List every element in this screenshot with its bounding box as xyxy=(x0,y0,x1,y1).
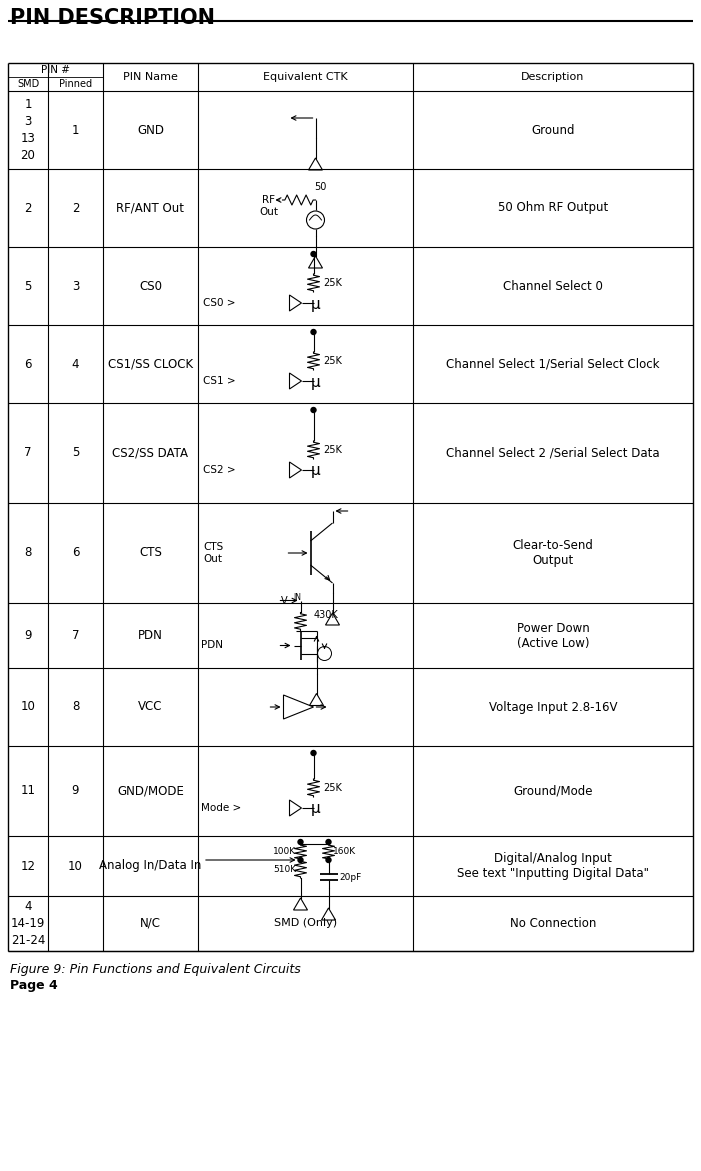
Text: PIN Name: PIN Name xyxy=(123,71,178,82)
Text: 4: 4 xyxy=(72,357,79,370)
Text: 11: 11 xyxy=(20,785,36,797)
Text: 6: 6 xyxy=(72,547,79,560)
Text: V: V xyxy=(281,596,287,605)
Text: µ: µ xyxy=(311,296,320,311)
Text: Ground/Mode: Ground/Mode xyxy=(513,785,593,797)
Text: µ: µ xyxy=(311,375,320,390)
Text: CTS: CTS xyxy=(203,542,223,552)
Text: 5: 5 xyxy=(25,280,32,293)
Text: µ: µ xyxy=(311,464,320,479)
Text: PDN: PDN xyxy=(201,641,223,651)
Text: SMD (Only): SMD (Only) xyxy=(274,918,337,929)
Text: 20pF: 20pF xyxy=(339,872,362,882)
Text: 160K: 160K xyxy=(332,848,355,856)
Text: CS0: CS0 xyxy=(139,280,162,293)
Text: 9: 9 xyxy=(72,785,79,797)
Text: Mode >: Mode > xyxy=(201,803,241,813)
Text: Out: Out xyxy=(259,207,278,217)
Text: RF/ANT Out: RF/ANT Out xyxy=(116,201,184,214)
Text: 10: 10 xyxy=(68,860,83,872)
Text: GND/MODE: GND/MODE xyxy=(117,785,184,797)
Text: Clear-to-Send
Output: Clear-to-Send Output xyxy=(512,539,594,567)
Text: 1
3
13
20: 1 3 13 20 xyxy=(20,98,36,162)
Text: Power Down
(Active Low): Power Down (Active Low) xyxy=(517,622,590,650)
Text: PIN #: PIN # xyxy=(41,66,70,75)
Text: SMD: SMD xyxy=(17,78,39,89)
Text: 9: 9 xyxy=(25,629,32,642)
Text: CS2 >: CS2 > xyxy=(203,465,236,475)
Circle shape xyxy=(311,751,316,755)
Text: PIN DESCRIPTION: PIN DESCRIPTION xyxy=(10,8,215,28)
Text: 6: 6 xyxy=(25,357,32,370)
Text: No Connection: No Connection xyxy=(510,917,596,930)
Text: Description: Description xyxy=(522,71,585,82)
Text: CS1 >: CS1 > xyxy=(203,376,236,386)
Text: 25K: 25K xyxy=(323,356,342,367)
Text: 510K: 510K xyxy=(273,864,297,874)
Text: Channel Select 2 /Serial Select Data: Channel Select 2 /Serial Select Data xyxy=(447,446,660,459)
Text: 5: 5 xyxy=(72,446,79,459)
Text: 8: 8 xyxy=(25,547,32,560)
Text: 7: 7 xyxy=(25,446,32,459)
Circle shape xyxy=(326,857,331,863)
Text: N/C: N/C xyxy=(140,917,161,930)
Text: 100K: 100K xyxy=(273,848,297,856)
Text: CS1/SS CLOCK: CS1/SS CLOCK xyxy=(108,357,193,370)
Text: Page 4: Page 4 xyxy=(10,979,57,992)
Text: 8: 8 xyxy=(72,700,79,713)
Text: Channel Select 1/Serial Select Clock: Channel Select 1/Serial Select Clock xyxy=(447,357,660,370)
Text: Digital/Analog Input
See text "Inputting Digital Data": Digital/Analog Input See text "Inputting… xyxy=(457,852,649,879)
Text: Voltage Input 2.8-16V: Voltage Input 2.8-16V xyxy=(489,700,618,713)
Text: 50: 50 xyxy=(314,182,327,192)
Text: GND: GND xyxy=(137,123,164,137)
Text: 10: 10 xyxy=(20,700,36,713)
Text: CS2/SS DATA: CS2/SS DATA xyxy=(112,446,189,459)
Text: 25K: 25K xyxy=(323,445,342,456)
Circle shape xyxy=(298,857,303,863)
Text: RF: RF xyxy=(262,196,275,205)
Text: 1: 1 xyxy=(72,123,79,137)
Text: 7: 7 xyxy=(72,629,79,642)
Text: 12: 12 xyxy=(20,860,36,872)
Text: Equivalent CTK: Equivalent CTK xyxy=(263,71,348,82)
Text: Out: Out xyxy=(203,554,222,564)
Text: Analog In/Data In: Analog In/Data In xyxy=(100,860,202,872)
Circle shape xyxy=(326,840,331,844)
Text: 430K: 430K xyxy=(313,610,339,621)
Text: 25K: 25K xyxy=(323,783,342,793)
Text: Ground: Ground xyxy=(531,123,575,137)
Text: 50 Ohm RF Output: 50 Ohm RF Output xyxy=(498,201,608,214)
Circle shape xyxy=(311,408,316,412)
Text: 2: 2 xyxy=(25,201,32,214)
Text: Pinned: Pinned xyxy=(59,78,92,89)
Text: IN: IN xyxy=(294,594,301,603)
Circle shape xyxy=(311,329,316,335)
Text: VCC: VCC xyxy=(138,700,163,713)
Text: Figure 9: Pin Functions and Equivalent Circuits: Figure 9: Pin Functions and Equivalent C… xyxy=(10,963,301,975)
Text: 4
14-19
21-24: 4 14-19 21-24 xyxy=(11,900,45,947)
Text: PDN: PDN xyxy=(138,629,163,642)
Text: 2: 2 xyxy=(72,201,79,214)
Text: CTS: CTS xyxy=(139,547,162,560)
Text: 3: 3 xyxy=(72,280,79,293)
Circle shape xyxy=(298,840,303,844)
Circle shape xyxy=(311,252,316,256)
Text: µ: µ xyxy=(311,801,320,816)
Text: CS0 >: CS0 > xyxy=(203,297,236,308)
Text: Channel Select 0: Channel Select 0 xyxy=(503,280,603,293)
Text: 25K: 25K xyxy=(323,278,342,288)
